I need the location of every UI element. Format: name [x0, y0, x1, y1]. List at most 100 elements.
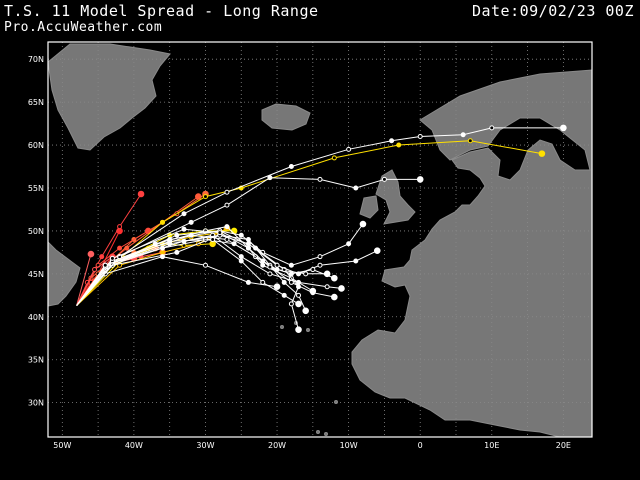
track-point [302, 307, 309, 315]
page-title: T.S. 11 Model Spread - Long Range [4, 2, 319, 20]
track-point [267, 175, 273, 181]
track-point [416, 176, 424, 183]
track-point [267, 271, 273, 277]
lon-tick-label: 20E [556, 441, 571, 450]
track-point [245, 279, 251, 285]
lat-tick-label: 70N [28, 55, 44, 64]
track-point [295, 300, 302, 308]
track-line [76, 234, 335, 306]
lat-tick-label: 55N [28, 184, 44, 193]
track-point [137, 190, 145, 198]
track-point [346, 146, 352, 152]
track-point [188, 232, 194, 238]
track-point [181, 211, 187, 217]
track-point [117, 245, 123, 251]
track-point [288, 301, 294, 307]
track-point [310, 267, 316, 273]
track-point [460, 132, 466, 138]
axis-ticks: 70N 65N 60N 55N 50N 45N 40N 35N 30N 50W 40W 30W 20W 1… [28, 55, 571, 450]
lat-tick-label: 60N [28, 141, 44, 150]
track-point [353, 185, 359, 191]
track-point [181, 226, 187, 232]
track-point [353, 258, 359, 264]
track-point [324, 284, 330, 290]
track-point [310, 290, 316, 296]
track-point [331, 274, 338, 282]
azores-islands [280, 325, 284, 329]
track-point [245, 245, 251, 251]
iceland-landmass [261, 103, 311, 131]
track-point [160, 249, 166, 255]
track-point [288, 279, 294, 285]
lon-tick-label: 30W [196, 441, 214, 450]
track-point [224, 202, 230, 208]
land-masses [47, 43, 593, 438]
track-point [296, 279, 302, 285]
track-point [174, 249, 180, 255]
track-point [489, 125, 495, 131]
britain-landmass [375, 169, 416, 225]
track-point [381, 176, 387, 182]
greenland-landmass [47, 43, 171, 151]
track-point [296, 292, 302, 298]
lat-tick-label: 30N [28, 399, 44, 408]
track-point [396, 142, 402, 148]
forecast-date: Date:09/02/23 00Z [471, 2, 634, 20]
map-frame [47, 41, 593, 438]
source-label: Pro.AccuWeather.com [4, 20, 163, 35]
track-point [359, 220, 367, 228]
track-point [174, 232, 180, 238]
track-point [331, 293, 338, 301]
track-point [417, 133, 423, 139]
track-point [217, 230, 223, 236]
track-line [76, 230, 149, 306]
track-point [202, 262, 208, 268]
lon-tick-label: 10W [340, 441, 358, 450]
track-point [238, 232, 244, 238]
track-point [288, 164, 294, 170]
track-point [144, 227, 152, 235]
track-point [267, 264, 273, 270]
track-line [76, 223, 364, 306]
track-line [76, 234, 378, 306]
lon-tick-label: 10E [484, 441, 499, 450]
track-point [295, 326, 302, 333]
track-point [317, 176, 323, 182]
track-line [76, 253, 92, 306]
canary-islands [316, 430, 320, 434]
track-point [109, 255, 115, 261]
lat-tick-label: 35N [28, 356, 44, 365]
track-point [338, 285, 345, 292]
track-point [238, 254, 244, 260]
lon-tick-label: 40W [125, 441, 143, 450]
lat-tick-label: 40N [28, 313, 44, 322]
track-point [224, 189, 230, 195]
track-line [76, 238, 299, 306]
track-point [167, 238, 173, 244]
track-point [117, 224, 123, 230]
track-point [99, 254, 105, 260]
track-point [303, 271, 309, 277]
track-point [245, 241, 251, 247]
track-point [102, 262, 108, 268]
track-point [346, 241, 352, 247]
track-point [92, 267, 98, 273]
track-point [274, 262, 280, 268]
track-point [188, 219, 194, 225]
track-point [560, 124, 567, 132]
track-point [160, 219, 166, 225]
track-point [260, 262, 266, 268]
track-point [210, 237, 216, 242]
track-point [273, 283, 281, 291]
track-point [202, 194, 208, 200]
europe-landmass [351, 69, 593, 438]
track-point [238, 258, 244, 264]
track-point [373, 247, 381, 254]
track-point [389, 138, 395, 144]
track-point [281, 292, 287, 298]
track-point [538, 150, 546, 157]
track-point [87, 250, 95, 258]
lon-tick-label: 20W [268, 441, 286, 450]
lat-tick-label: 65N [28, 98, 44, 107]
lon-tick-label: 0 [418, 441, 423, 450]
